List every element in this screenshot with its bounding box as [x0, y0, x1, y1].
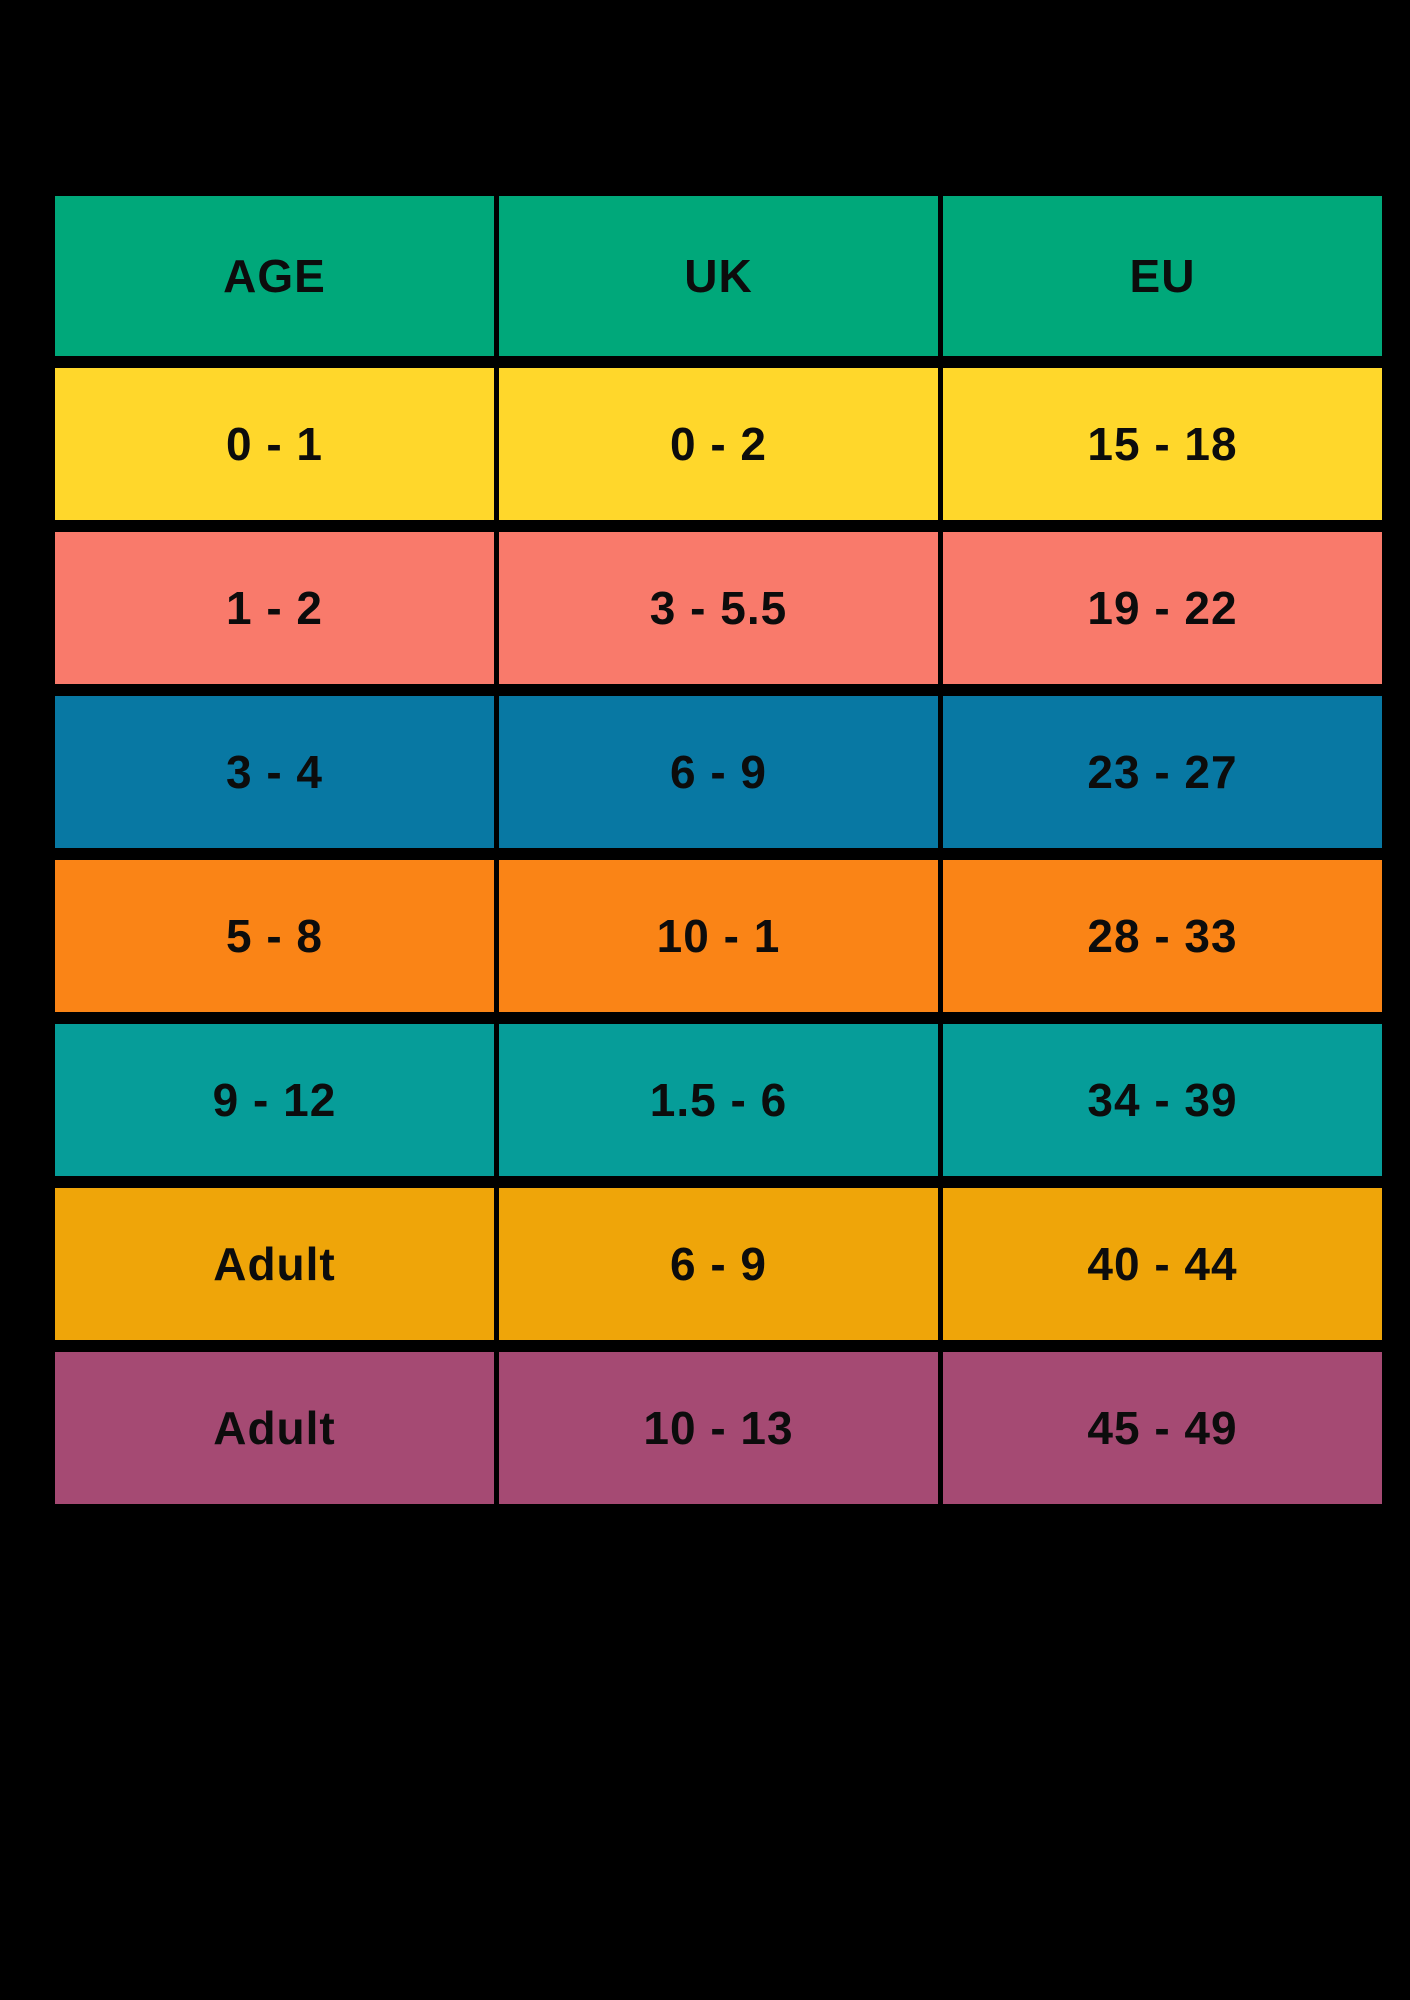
table-row: 9 - 12 1.5 - 6 34 - 39 [55, 1024, 1382, 1176]
table-row: 3 - 4 6 - 9 23 - 27 [55, 696, 1382, 848]
cell-uk: 10 - 1 [499, 860, 938, 1012]
cell-uk: 6 - 9 [499, 696, 938, 848]
cell-eu: 23 - 27 [943, 696, 1382, 848]
table-row: 0 - 1 0 - 2 15 - 18 [55, 368, 1382, 520]
cell-age: 0 - 1 [55, 368, 494, 520]
table-row: Adult 6 - 9 40 - 44 [55, 1188, 1382, 1340]
cell-age: Adult [55, 1352, 494, 1504]
cell-age: Adult [55, 1188, 494, 1340]
table-row: 1 - 2 3 - 5.5 19 - 22 [55, 532, 1382, 684]
cell-uk: 6 - 9 [499, 1188, 938, 1340]
cell-uk: 3 - 5.5 [499, 532, 938, 684]
cell-eu: 19 - 22 [943, 532, 1382, 684]
shoe-size-conversion-table: AGE UK EU 0 - 1 0 - 2 15 - 18 1 - 2 3 - … [55, 196, 1382, 1504]
table-row: 5 - 8 10 - 1 28 - 33 [55, 860, 1382, 1012]
cell-uk: 10 - 13 [499, 1352, 938, 1504]
cell-uk: 1.5 - 6 [499, 1024, 938, 1176]
cell-eu: 34 - 39 [943, 1024, 1382, 1176]
header-cell-eu: EU [943, 196, 1382, 356]
table-header-row: AGE UK EU [55, 196, 1382, 356]
cell-eu: 45 - 49 [943, 1352, 1382, 1504]
header-cell-uk: UK [499, 196, 938, 356]
cell-age: 3 - 4 [55, 696, 494, 848]
cell-eu: 40 - 44 [943, 1188, 1382, 1340]
table-row: Adult 10 - 13 45 - 49 [55, 1352, 1382, 1504]
cell-uk: 0 - 2 [499, 368, 938, 520]
cell-eu: 28 - 33 [943, 860, 1382, 1012]
cell-age: 5 - 8 [55, 860, 494, 1012]
cell-age: 1 - 2 [55, 532, 494, 684]
cell-age: 9 - 12 [55, 1024, 494, 1176]
cell-eu: 15 - 18 [943, 368, 1382, 520]
header-cell-age: AGE [55, 196, 494, 356]
